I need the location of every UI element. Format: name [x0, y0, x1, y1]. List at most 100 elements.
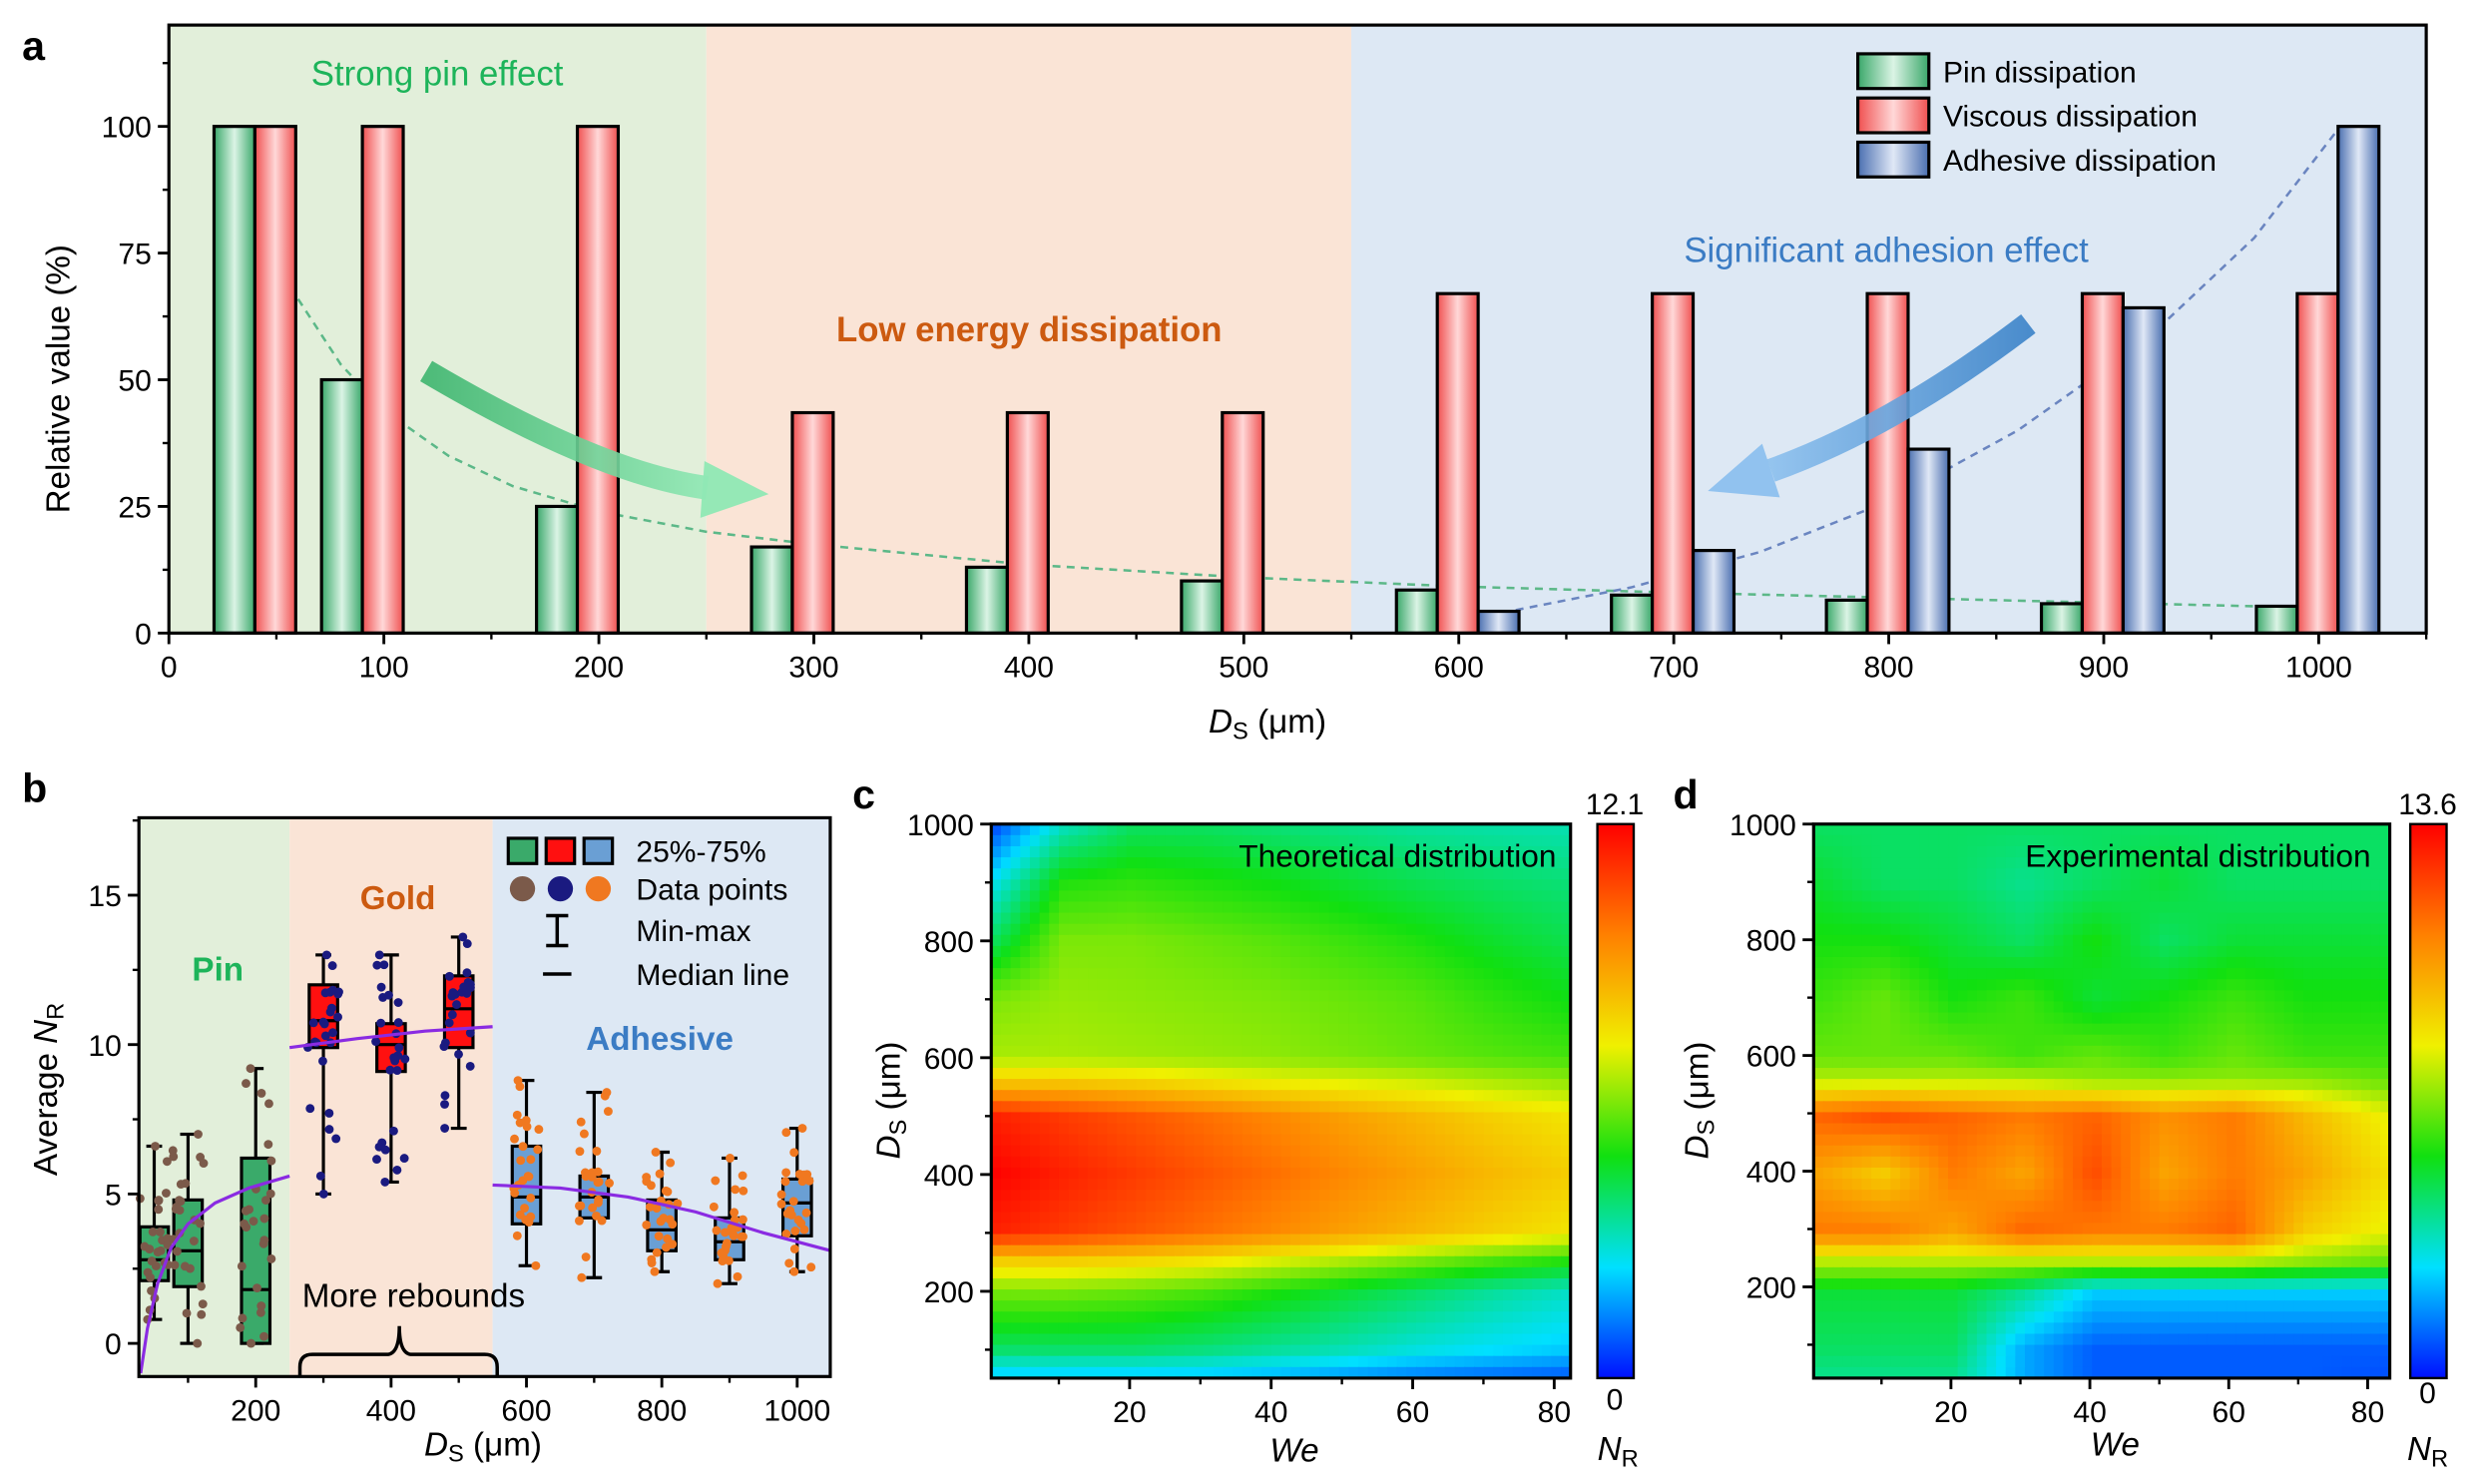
heatmap-cell [2111, 1068, 2123, 1081]
heatmap-cell [1890, 923, 1901, 936]
heatmap-cell [1338, 1311, 1350, 1324]
heatmap-cell [1251, 1090, 1263, 1103]
heatmap-cell [1165, 1167, 1177, 1180]
data-point [180, 1261, 190, 1271]
heatmap-cell [1097, 1234, 1109, 1246]
data-point [444, 971, 454, 981]
heatmap-cell [1184, 1123, 1196, 1136]
heatmap-cell [1058, 1311, 1070, 1324]
heatmap-cell [1338, 1068, 1350, 1081]
heatmap-cell [1957, 979, 1969, 992]
heatmap-cell [1996, 956, 2007, 970]
heatmap-cell [1851, 857, 1863, 870]
heatmap-cell [2063, 945, 2075, 958]
heatmap-cell [1155, 1212, 1167, 1225]
heatmap-cell [1175, 1223, 1186, 1236]
heatmap-cell [2101, 879, 2113, 892]
heatmap-cell [1522, 1056, 1533, 1069]
heatmap-cell [1126, 845, 1138, 859]
heatmap-cell [1155, 945, 1167, 958]
heatmap-cell [2024, 1012, 2036, 1025]
heatmap-cell [2121, 868, 2132, 881]
heatmap-cell [2044, 901, 2055, 914]
heatmap-cell [1270, 1034, 1282, 1047]
heatmap-cell [1175, 1179, 1186, 1192]
heatmap-cell [1251, 845, 1263, 859]
heatmap-cell [1861, 857, 1872, 870]
heatmap-cell [1948, 945, 1959, 958]
heatmap-cell [1194, 1134, 1206, 1147]
heatmap-cell [1136, 868, 1148, 881]
heatmap-cell [1367, 1068, 1379, 1081]
heatmap-cell [1522, 945, 1533, 958]
heatmap-cell [1871, 956, 1882, 970]
heatmap-cell [2264, 845, 2276, 859]
heatmap-cell [1184, 1179, 1196, 1192]
heatmap-cell [1165, 1034, 1177, 1047]
heatmap-cell [1444, 934, 1456, 947]
heatmap-cell [2322, 834, 2333, 847]
heatmap-cell [1338, 1112, 1350, 1125]
heatmap-cell [1078, 1234, 1089, 1246]
heatmap-cell [1377, 868, 1388, 881]
pin-bar [319, 377, 364, 635]
heatmap-cell [1473, 857, 1485, 870]
heatmap-cell [2207, 968, 2219, 981]
heatmap-cell [1435, 990, 1446, 1003]
heatmap-cell [1813, 956, 1824, 970]
heatmap-cell [1483, 1212, 1495, 1225]
heatmap-cell [1010, 1090, 1022, 1103]
heatmap-cell [1406, 1068, 1417, 1081]
heatmap-cell [1039, 945, 1051, 958]
heatmap-cell [1541, 1034, 1553, 1047]
adhesion-trend-arrowhead [1708, 443, 1780, 498]
heatmap-cell [1223, 901, 1235, 914]
heatmap-cell [2121, 1034, 2132, 1047]
viscous-bar [360, 125, 405, 635]
heatmap-cell [1146, 834, 1157, 847]
data-point [780, 1177, 790, 1187]
heatmap-cell [1233, 1201, 1243, 1214]
heatmap-cell [2024, 868, 2036, 881]
heatmap-cell [1454, 1079, 1466, 1092]
heatmap-cell [1948, 1012, 1959, 1025]
heatmap-cell [2101, 912, 2113, 925]
heatmap-cell [1541, 1145, 1553, 1158]
heatmap-cell [1348, 968, 1359, 981]
heatmap-cell [1976, 845, 1988, 859]
heatmap-cell [2227, 923, 2237, 936]
heatmap-cell [1357, 1156, 1369, 1169]
heatmap-cell [2034, 1068, 2046, 1081]
heatmap-cell [1512, 1289, 1524, 1302]
data-point [713, 1278, 723, 1288]
heatmap-cell [1194, 834, 1206, 847]
heatmap-cell [1522, 1355, 1533, 1368]
heatmap-cell [1078, 1023, 1089, 1036]
heatmap-cell [1396, 1012, 1408, 1025]
heatmap-cell [1832, 868, 1844, 881]
heatmap-cell [1088, 857, 1099, 870]
heatmap-cell [1367, 901, 1379, 914]
heatmap-cell [1175, 1212, 1186, 1225]
heatmap-cell [1251, 1366, 1263, 1379]
heatmap-cell [1280, 1234, 1292, 1246]
data-point [797, 1124, 807, 1133]
heatmap-cell [1483, 1300, 1495, 1313]
heatmap-cell [1010, 1212, 1022, 1225]
heatmap-cell [1010, 879, 1022, 892]
heatmap-cell [2264, 945, 2276, 958]
heatmap-cell [1270, 901, 1282, 914]
heatmap-cell [1561, 968, 1572, 981]
heatmap-cell [1502, 1068, 1514, 1081]
heatmap-cell [1155, 1201, 1167, 1214]
heatmap-cell [1223, 1023, 1235, 1036]
heatmap-cell [1126, 834, 1138, 847]
heatmap-cell [1532, 857, 1543, 870]
heatmap-cell [1175, 1255, 1186, 1268]
heatmap-cell [1512, 968, 1524, 981]
heatmap-cell [1280, 1123, 1292, 1136]
heatmap-cell [1406, 1101, 1417, 1114]
heatmap-cell [2379, 901, 2391, 914]
heatmap-cell [1386, 901, 1398, 914]
heatmap-cell [1377, 1355, 1388, 1368]
